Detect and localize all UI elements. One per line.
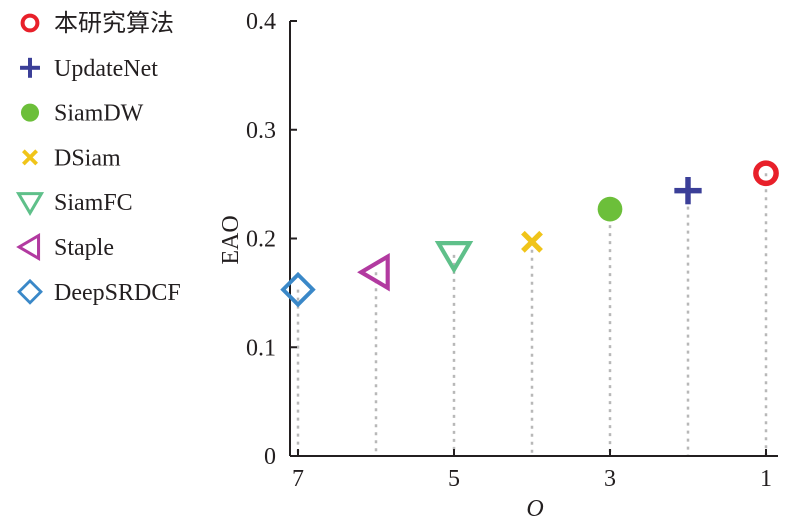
y-tick-label: 0.1: [246, 335, 276, 361]
data-point: [280, 271, 316, 308]
marker-triangle-down: [434, 241, 474, 274]
marker-circle-open: [753, 160, 779, 187]
marker-plus-v: [685, 177, 691, 205]
legend-label: DeepSRDCF: [54, 280, 181, 306]
marker-triangle-down: [15, 192, 45, 217]
x-tick-label: 3: [604, 466, 616, 492]
y-tick-label: 0: [264, 444, 276, 470]
drop-lines: [296, 173, 768, 456]
data-point: [357, 252, 390, 292]
legend-item: Staple: [16, 232, 114, 262]
marker-plus-v: [28, 57, 32, 78]
marker-triangle-left: [16, 232, 41, 262]
data-point: [597, 196, 623, 222]
data-point: [753, 160, 779, 187]
legend-item: DeepSRDCF: [17, 278, 181, 306]
legend-item: DSiam: [22, 145, 121, 171]
legend-label: SiamFC: [54, 190, 133, 216]
legend-label: SiamDW: [54, 101, 144, 127]
y-tick-label: 0.2: [246, 227, 276, 253]
marker-circle-filled: [20, 103, 40, 122]
marker-x: [521, 230, 543, 253]
x-tick-label: 1: [760, 466, 772, 492]
legend: 本研究算法 UpdateNet SiamDW DSiam SiamFC Staple Dee…: [15, 10, 181, 306]
data-point: [521, 230, 543, 253]
y-tick-label: 0.4: [246, 9, 276, 35]
marker-circle-filled: [597, 196, 623, 222]
y-tick-label: 0.3: [246, 118, 276, 144]
marker-diamond: [280, 271, 316, 308]
marker-x: [22, 149, 38, 166]
ticks: 0 0.1 0.2 0.3 0.4 7 5 3 1: [246, 9, 772, 492]
x-axis-title: O: [526, 496, 543, 522]
y-axis-title: EAO: [218, 215, 244, 264]
x-tick-label: 7: [292, 466, 304, 492]
x-tick-label: 5: [448, 466, 460, 492]
marker-circle-open: [20, 13, 40, 33]
legend-item: 本研究算法: [20, 10, 174, 37]
legend-item: UpdateNet: [20, 56, 158, 82]
data-point: [674, 177, 702, 205]
legend-label: DSiam: [54, 145, 121, 171]
data-point: [434, 241, 474, 274]
marker-diamond: [17, 278, 43, 305]
legend-item: SiamDW: [20, 101, 144, 127]
legend-label: Staple: [54, 235, 114, 261]
marker-triangle-left: [357, 252, 390, 292]
legend-label: UpdateNet: [54, 56, 158, 82]
legend-item: SiamFC: [15, 190, 133, 217]
legend-label: 本研究算法: [54, 10, 174, 37]
markers: [280, 160, 779, 308]
